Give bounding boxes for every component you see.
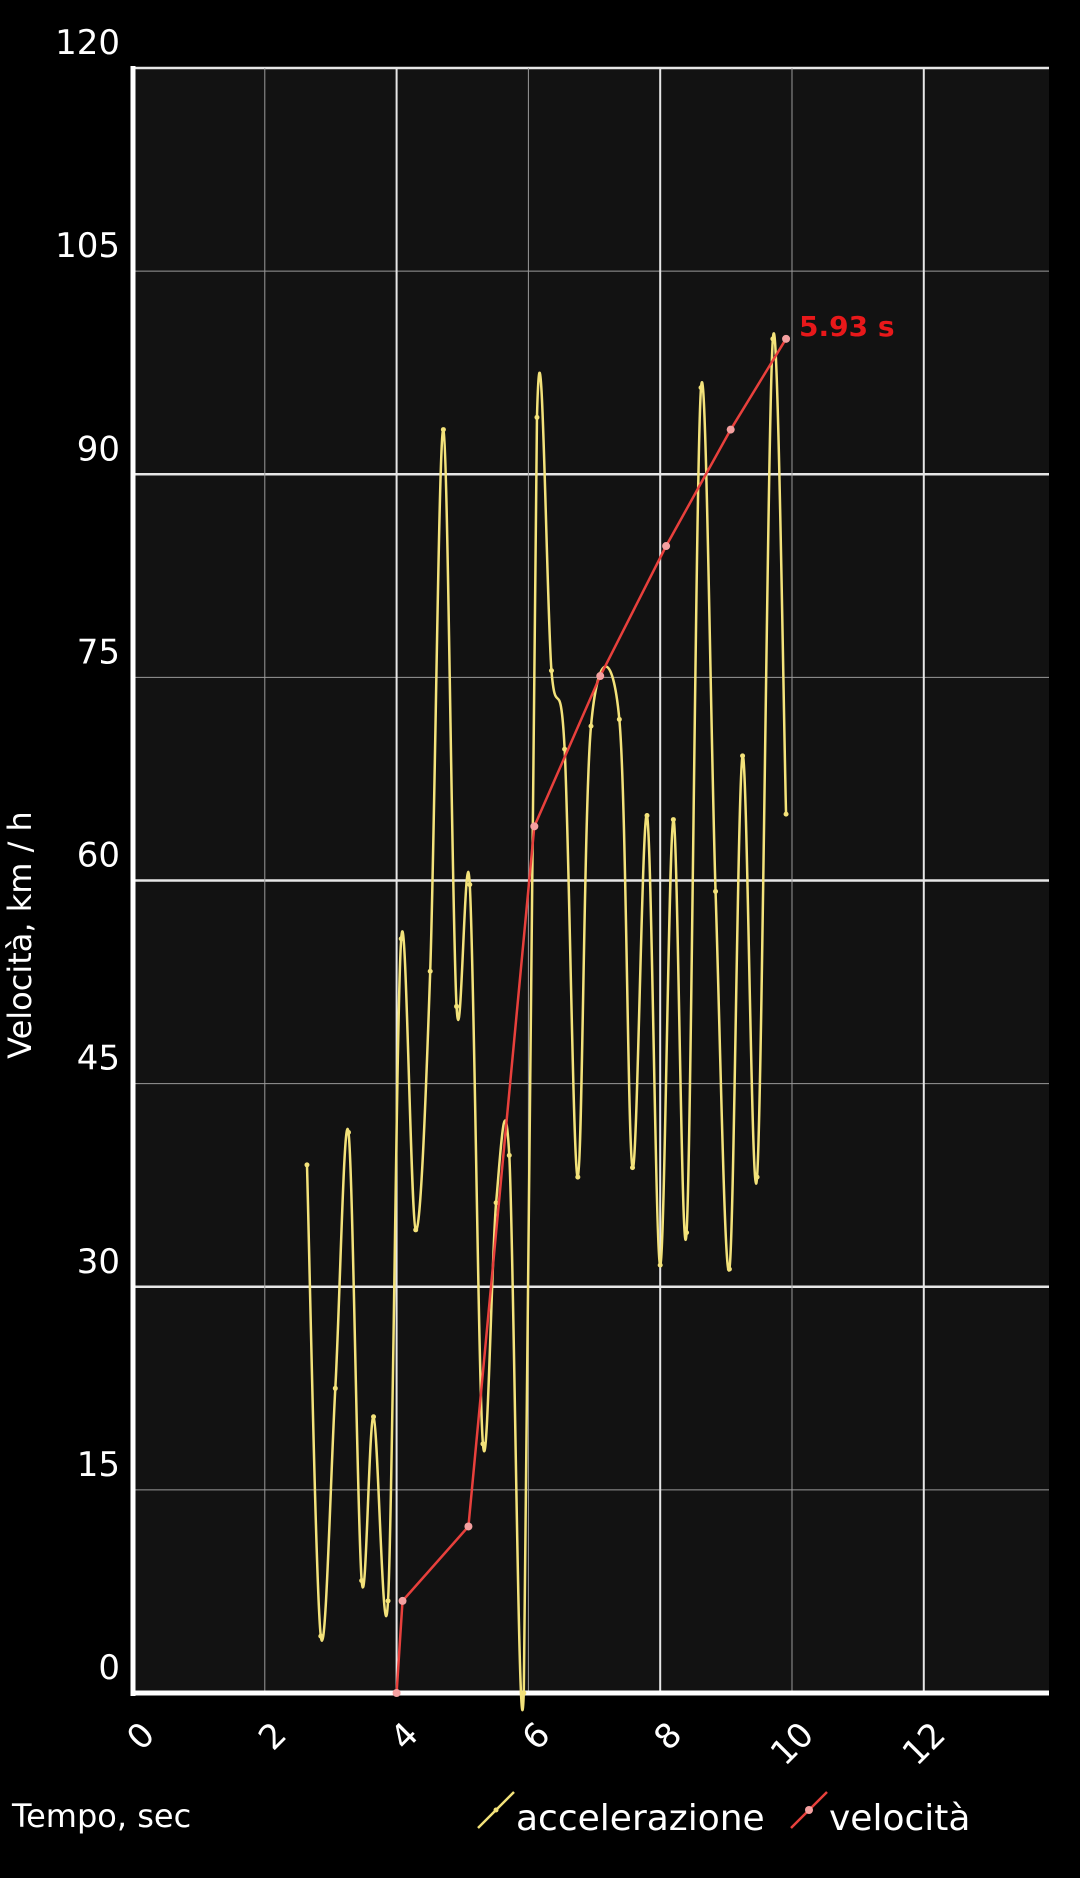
- x-tick-label: 12: [895, 1715, 954, 1774]
- x-tick-label: 4: [383, 1715, 427, 1759]
- x-tick-label: 10: [763, 1715, 822, 1774]
- point: [596, 672, 605, 681]
- point: [698, 385, 704, 391]
- y-tick-label: 15: [77, 1445, 120, 1485]
- point: [644, 813, 650, 818]
- point: [670, 817, 676, 823]
- point: [588, 723, 594, 729]
- y-axis-label: Velocità, km / h: [1, 811, 39, 1059]
- x-tick-label: 6: [515, 1715, 559, 1759]
- y-tick-label: 105: [55, 226, 120, 266]
- point: [304, 1162, 310, 1168]
- point: [726, 1266, 732, 1272]
- point: [657, 1262, 663, 1268]
- legend-swatch: [805, 1806, 813, 1814]
- point: [575, 1174, 581, 1180]
- point: [684, 1230, 690, 1236]
- point: [427, 968, 433, 974]
- point: [454, 1003, 460, 1009]
- point: [398, 936, 404, 942]
- point: [464, 1522, 473, 1531]
- point: [371, 1414, 377, 1420]
- x-tick-label: 8: [647, 1715, 691, 1759]
- y-tick-label: 120: [55, 23, 120, 63]
- point: [754, 1174, 760, 1180]
- point: [630, 1165, 636, 1171]
- point: [548, 668, 554, 674]
- point: [413, 1227, 419, 1233]
- point: [782, 334, 791, 343]
- legend-swatch: [493, 1807, 499, 1813]
- point: [770, 336, 776, 342]
- point: [493, 1200, 499, 1206]
- point: [467, 882, 473, 888]
- point: [385, 1598, 391, 1604]
- point: [318, 1633, 324, 1639]
- point: [332, 1385, 338, 1391]
- point: [740, 753, 746, 759]
- point: [440, 427, 446, 433]
- point: [345, 1129, 351, 1135]
- point: [783, 811, 789, 817]
- point: [521, 1690, 527, 1696]
- point: [662, 542, 671, 551]
- point: [506, 1152, 512, 1158]
- point: [726, 425, 735, 434]
- x-axis-label: Tempo, sec: [11, 1797, 191, 1835]
- point: [713, 888, 719, 894]
- point: [392, 1689, 401, 1697]
- y-tick-label: 90: [77, 429, 120, 469]
- y-tick-label: 30: [77, 1242, 120, 1282]
- line: [305, 332, 788, 1712]
- x-tick-label: 0: [119, 1715, 163, 1759]
- point: [530, 822, 539, 831]
- point: [480, 1441, 486, 1447]
- legend-label: accelerazione: [516, 1798, 765, 1839]
- point: [562, 746, 568, 752]
- point: [359, 1578, 365, 1584]
- annotation: 5.93 s: [799, 310, 895, 343]
- legend-label: velocità: [829, 1798, 970, 1839]
- point: [616, 716, 622, 722]
- x-tick-label: 2: [251, 1715, 295, 1759]
- y-tick-label: 45: [77, 1039, 120, 1079]
- y-tick-label: 0: [98, 1648, 120, 1688]
- point: [398, 1596, 407, 1605]
- line: [395, 338, 788, 1694]
- point: [534, 414, 540, 420]
- y-tick-label: 60: [77, 836, 120, 876]
- y-tick-label: 75: [77, 632, 120, 672]
